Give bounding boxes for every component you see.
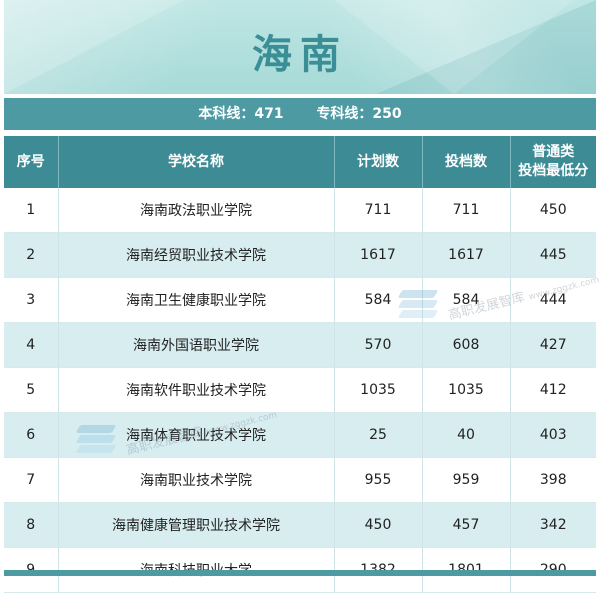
header-filed: 投档数 [422,136,511,188]
header-min-score: 普通类 投档最低分 [510,136,596,188]
cell-filed: 711 [422,188,511,233]
cell-min-score: 398 [510,457,596,503]
cell-school: 海南软件职业技术学院 [58,367,335,413]
header-plan: 计划数 [334,136,423,188]
cell-school: 海南健康管理职业技术学院 [58,502,335,548]
cell-filed: 608 [422,322,511,368]
cell-index: 8 [4,502,59,548]
cell-index: 6 [4,412,59,458]
watermark-logo-icon [75,425,118,455]
cell-filed: 584 [422,277,511,323]
table-row: 8 海南健康管理职业技术学院 450 457 342 [4,502,596,548]
header-index: 序号 [4,136,59,188]
table-header-row: 序号 学校名称 计划数 投档数 普通类 投档最低分 [4,136,596,188]
cell-school: 海南外国语职业学院 [58,322,335,368]
header-school: 学校名称 [58,136,335,188]
cell-school: 海南经贸职业技术学院 [58,232,335,278]
table-row: 5 海南软件职业技术学院 1035 1035 412 [4,367,596,413]
page-title: 海南 [252,32,348,78]
score-lines-bar: 本科线：471 专科线：250 [4,98,596,130]
table-row: 1 海南政法职业学院 711 711 450 [4,188,596,233]
cell-school: 海南卫生健康职业学院 [58,277,335,323]
cell-filed: 959 [422,457,511,503]
cell-min-score: 403 [510,412,596,458]
cell-plan: 955 [334,457,423,503]
cell-index: 4 [4,322,59,368]
watermark-logo-icon [397,290,440,320]
table-row: 2 海南经贸职业技术学院 1617 1617 445 [4,232,596,278]
cell-min-score: 450 [510,188,596,233]
watermark: 高职发展智库 www.zggzk.com [75,410,278,458]
cell-plan: 450 [334,502,423,548]
cell-plan: 584 [334,277,423,323]
cell-school: 海南职业技术学院 [58,457,335,503]
bottom-bar [4,570,596,576]
cell-min-score: 427 [510,322,596,368]
cell-school: 海南政法职业学院 [58,188,335,233]
cell-min-score: 342 [510,502,596,548]
cell-filed: 457 [422,502,511,548]
cell-plan: 711 [334,188,423,233]
cell-plan: 1035 [334,367,423,413]
table-row: 6 海南体育职业技术学院 25 40 403 [4,412,596,458]
cell-index: 1 [4,188,59,233]
header-min-score-line2: 投档最低分 [518,163,589,179]
cell-min-score: 445 [510,232,596,278]
cell-index: 7 [4,457,59,503]
cell-plan: 570 [334,322,423,368]
cell-min-score: 444 [510,277,596,323]
cell-plan: 1617 [334,232,423,278]
title-banner: 海南 [4,0,596,94]
cell-plan: 25 [334,412,423,458]
junior-line: 专科线：250 [316,106,402,122]
cell-index: 3 [4,277,59,323]
cell-filed: 1617 [422,232,511,278]
table-row: 3 海南卫生健康职业学院 584 584 444 [4,277,596,323]
cell-index: 5 [4,367,59,413]
header-min-score-line1: 普通类 [532,144,575,160]
table-row: 4 海南外国语职业学院 570 608 427 [4,322,596,368]
table-row: 7 海南职业技术学院 955 959 398 [4,457,596,503]
watermark: 高职发展智库 www.zggzk.com [397,275,600,323]
cell-school: 海南体育职业技术学院 [58,412,335,458]
admission-table: 序号 学校名称 计划数 投档数 普通类 投档最低分 1 海南政法职业学院 711… [4,136,596,593]
cell-filed: 40 [422,412,511,458]
cell-filed: 1035 [422,367,511,413]
cell-min-score: 412 [510,367,596,413]
undergrad-line: 本科线：471 [198,106,284,122]
cell-index: 2 [4,232,59,278]
